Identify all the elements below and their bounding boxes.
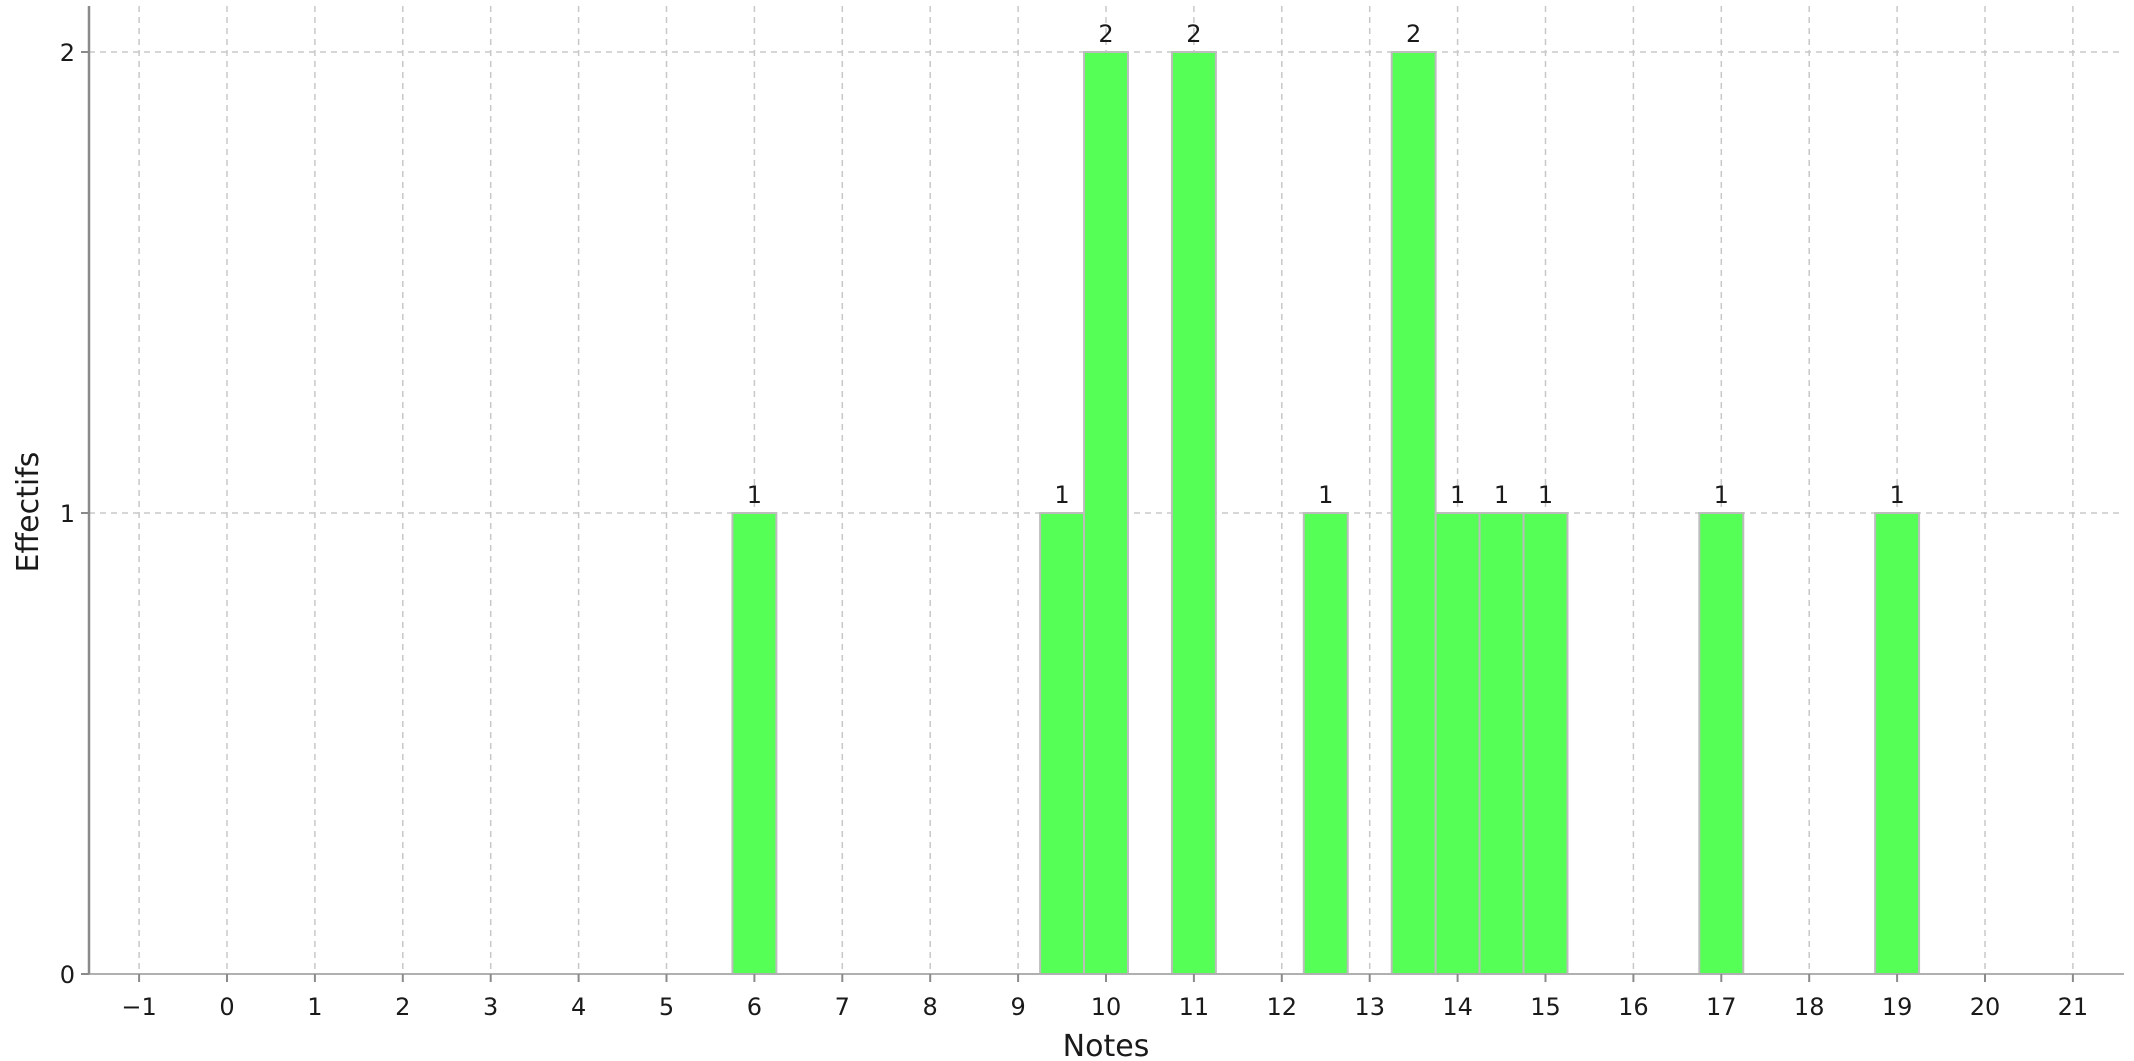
x-tick-label: 19 [1882, 993, 1913, 1021]
y-tick-label: 1 [60, 500, 75, 528]
histogram-bar [731, 512, 778, 975]
x-tick-label: 2 [395, 993, 410, 1021]
x-tick-label: 10 [1091, 993, 1122, 1021]
histogram-bar [1170, 51, 1217, 975]
bar-value-label: 1 [747, 481, 762, 509]
x-tick-label: 4 [571, 993, 586, 1021]
x-tick-label: 3 [483, 993, 498, 1021]
y-axis-ticks: 0 1 2 [60, 39, 89, 989]
x-tick-label: 1 [307, 993, 322, 1021]
bar-value-label: 1 [1450, 481, 1465, 509]
histogram-bar [1478, 512, 1525, 975]
x-tick-label: 18 [1794, 993, 1825, 1021]
histogram-bar [1522, 512, 1569, 975]
x-tick-label: 20 [1970, 993, 2001, 1021]
bar-value-label: 2 [1098, 20, 1113, 48]
histogram-bar [1698, 512, 1745, 975]
bar-value-label: 1 [1714, 481, 1729, 509]
y-axis-label: Effectifs [11, 452, 46, 573]
x-tick-label: 14 [1442, 993, 1473, 1021]
histogram-bar [1874, 512, 1921, 975]
x-tick-label: 11 [1179, 993, 1210, 1021]
bar-value-label: 1 [1318, 481, 1333, 509]
histogram-bar [1039, 512, 1086, 975]
x-tick-label: 12 [1267, 993, 1298, 1021]
x-tick-label: 6 [747, 993, 762, 1021]
x-tick-label: 0 [219, 993, 234, 1021]
x-tick-label: 5 [659, 993, 674, 1021]
histogram-bar [1434, 512, 1481, 975]
x-tick-label: 7 [835, 993, 850, 1021]
x-tick-label: 8 [923, 993, 938, 1021]
bar-value-label: 1 [1054, 481, 1069, 509]
histogram-bar [1302, 512, 1349, 975]
x-tick-label: 21 [2058, 993, 2089, 1021]
x-tick-label: 15 [1530, 993, 1561, 1021]
y-tick-label: 2 [60, 39, 75, 67]
bar-value-label: 2 [1186, 20, 1201, 48]
histogram-bar [1083, 51, 1129, 975]
x-axis-label: Notes [1063, 1029, 1150, 1061]
bar-value-label: 1 [1494, 481, 1509, 509]
x-axis-ticks: −1 0 1 2 3 4 5 6 7 8 9 10 11 12 13 14 15 16 17 18 19 20 21 [121, 974, 2088, 1021]
histogram-bar [1390, 51, 1437, 975]
bars [731, 51, 1921, 975]
bar-value-label: 1 [1889, 481, 1904, 509]
x-tick-label: 9 [1010, 993, 1025, 1021]
x-tick-label: 13 [1354, 993, 1385, 1021]
x-tick-label: 16 [1618, 993, 1649, 1021]
bar-value-label: 1 [1538, 481, 1553, 509]
x-tick-label: 17 [1706, 993, 1737, 1021]
bar-value-label: 2 [1406, 20, 1421, 48]
x-tick-label: −1 [121, 993, 156, 1021]
y-tick-label: 0 [60, 961, 75, 989]
bar-value-labels: 1 1 2 2 1 2 1 1 1 1 1 [747, 20, 1905, 509]
